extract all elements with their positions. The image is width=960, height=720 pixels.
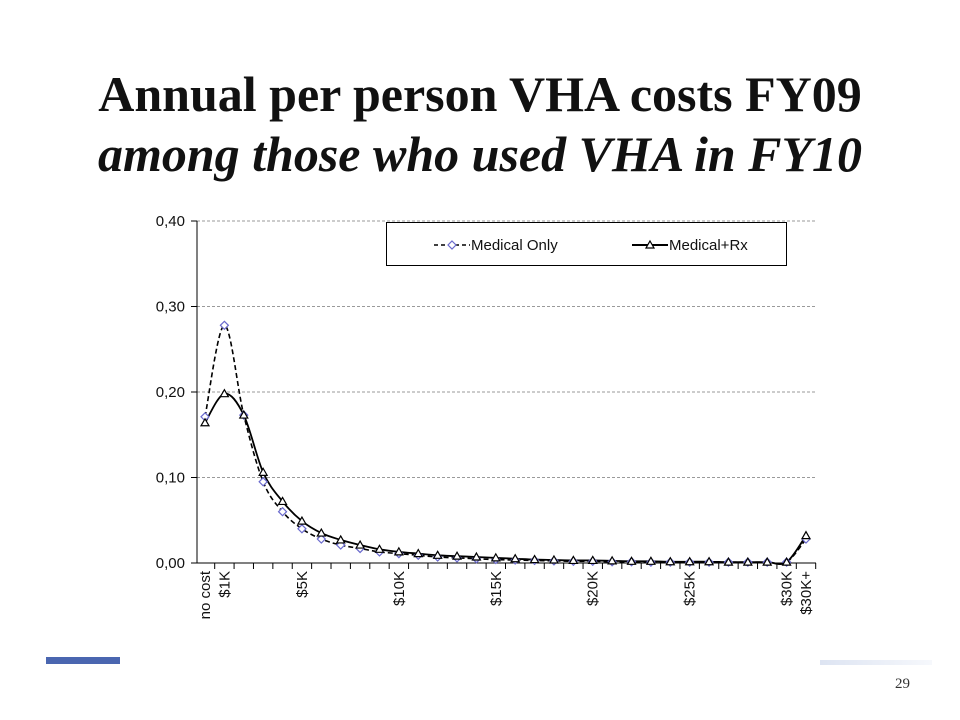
x-tick-label: no cost: [197, 570, 214, 619]
data-point-medical-rx: [665, 556, 676, 566]
data-point-medical-only: [258, 476, 269, 487]
data-point-medical-only: [277, 506, 288, 517]
x-tick-label: $5K: [294, 571, 311, 598]
data-point-medical-rx: [684, 556, 695, 566]
y-tick-label: 0,40: [156, 213, 185, 230]
data-point-medical-rx: [490, 552, 501, 562]
data-point-medical-rx: [413, 548, 424, 558]
data-point-medical-rx: [723, 556, 734, 566]
x-tick-label: $15K: [488, 571, 505, 606]
x-tick-label: $25K: [682, 571, 699, 606]
data-point-medical-rx: [548, 554, 560, 564]
data-point-medical-only: [297, 523, 307, 534]
data-point-medical-rx: [626, 556, 637, 565]
series-line-medical-rx: [204, 392, 807, 565]
data-point-medical-rx: [742, 556, 753, 566]
accent-bar-right: [820, 660, 932, 665]
legend-label-medical-rx: Medical+Rx: [669, 236, 748, 254]
legend-swatch-solid-triangle: [632, 239, 668, 249]
data-point-medical-rx: [432, 550, 443, 559]
y-tick-label: 0,30: [156, 299, 185, 316]
data-point-medical-rx: [800, 530, 812, 540]
slide-subtitle: among those who used VHA in FY10: [97, 126, 863, 182]
data-point-medical-rx: [238, 409, 249, 419]
legend-item-medical-only: Medical Only: [433, 235, 558, 255]
data-point-medical-rx: [645, 556, 656, 565]
data-point-medical-only: [316, 534, 327, 544]
y-tick-label: 0,00: [156, 555, 185, 572]
x-tick-label: $20K: [585, 571, 602, 606]
x-tick-label: $10K: [391, 571, 408, 606]
legend-label-medical-only: Medical Only: [471, 236, 558, 254]
data-point-medical-rx: [355, 539, 366, 549]
data-point-medical-rx: [451, 550, 463, 560]
data-point-medical-rx: [393, 546, 404, 556]
data-point-medical-rx: [587, 555, 598, 565]
data-point-medical-rx: [335, 534, 346, 544]
y-tick-label: 0,20: [156, 384, 185, 401]
data-point-medical-rx: [704, 556, 715, 566]
data-point-medical-rx: [316, 527, 327, 537]
data-point-medical-rx: [529, 554, 540, 564]
legend-swatch-dashed-diamond: [434, 240, 470, 250]
accent-bar-left: [46, 657, 120, 664]
series-line-medical-only: [204, 324, 807, 565]
data-point-medical-rx: [374, 544, 385, 553]
data-point-medical-rx: [607, 555, 618, 565]
x-tick-label: $1K: [216, 571, 233, 598]
data-point-medical-rx: [762, 556, 773, 566]
data-point-medical-rx: [296, 515, 307, 525]
data-point-medical-rx: [568, 555, 579, 565]
data-point-medical-rx: [277, 496, 288, 506]
legend-item-medical-rx: Medical+Rx: [631, 235, 748, 255]
page-number: 29: [895, 676, 910, 692]
data-point-medical-rx: [781, 556, 792, 566]
data-point-medical-rx: [199, 417, 211, 427]
data-point-medical-rx: [471, 551, 482, 561]
x-tick-label: $30K+: [798, 571, 815, 615]
chart-legend: Medical Only Medical+Rx: [386, 222, 787, 266]
slide-title: Annual per person VHA costs FY09: [98, 66, 862, 122]
data-point-medical-rx: [510, 553, 521, 563]
data-point-medical-only: [219, 320, 230, 331]
data-point-medical-rx: [258, 467, 269, 476]
data-point-medical-rx: [219, 388, 230, 398]
y-tick-label: 0,10: [156, 470, 185, 487]
x-tick-label: $30K: [779, 571, 796, 606]
